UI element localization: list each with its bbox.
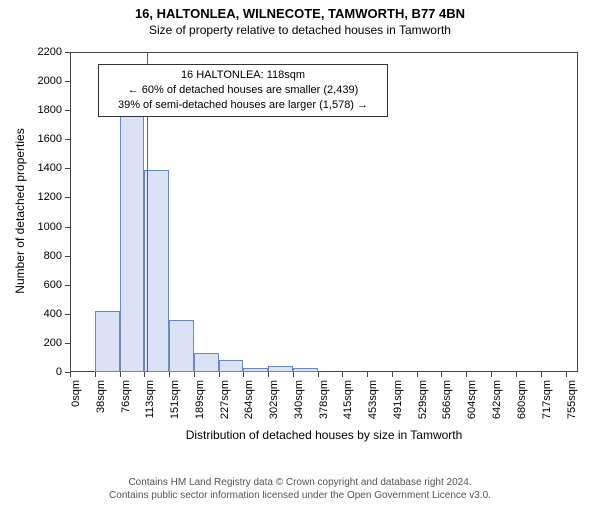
ytick-mark — [65, 81, 70, 82]
xtick-label: 755sqm — [566, 380, 578, 430]
histogram-bar — [268, 366, 293, 372]
xtick-label: 604sqm — [466, 380, 478, 430]
xtick-mark — [516, 372, 517, 377]
ytick-label: 600 — [0, 279, 62, 291]
xtick-label: 415sqm — [342, 380, 354, 430]
xtick-mark — [219, 372, 220, 377]
annotation-line: 39% of semi-detached houses are larger (… — [105, 98, 381, 113]
xtick-mark — [441, 372, 442, 377]
xtick-mark — [566, 372, 567, 377]
xtick-mark — [268, 372, 269, 377]
xtick-label: 189sqm — [194, 380, 206, 430]
xtick-mark — [367, 372, 368, 377]
x-axis-label: Distribution of detached houses by size … — [70, 428, 578, 442]
xtick-label: 76sqm — [120, 380, 132, 430]
ytick-label: 1800 — [0, 104, 62, 116]
ytick-mark — [65, 285, 70, 286]
annotation-line: ← 60% of detached houses are smaller (2,… — [105, 83, 381, 98]
xtick-label: 378sqm — [318, 380, 330, 430]
xtick-mark — [194, 372, 195, 377]
histogram-bar — [169, 320, 194, 372]
xtick-mark — [293, 372, 294, 377]
ytick-mark — [65, 256, 70, 257]
ytick-mark — [65, 52, 70, 53]
xtick-label: 340sqm — [293, 380, 305, 430]
footer-line2: Contains public sector information licen… — [8, 489, 592, 502]
histogram-bar — [293, 368, 318, 372]
xtick-label: 453sqm — [367, 380, 379, 430]
ytick-label: 200 — [0, 337, 62, 349]
ytick-mark — [65, 139, 70, 140]
xtick-mark — [541, 372, 542, 377]
ytick-mark — [65, 110, 70, 111]
xtick-label: 642sqm — [491, 380, 503, 430]
xtick-label: 227sqm — [219, 380, 231, 430]
xtick-mark — [417, 372, 418, 377]
xtick-label: 113sqm — [144, 380, 156, 430]
ytick-mark — [65, 168, 70, 169]
xtick-mark — [342, 372, 343, 377]
histogram-bar — [95, 311, 120, 372]
xtick-label: 491sqm — [392, 380, 404, 430]
xtick-mark — [243, 372, 244, 377]
chart-title-sub: Size of property relative to detached ho… — [0, 23, 600, 37]
xtick-label: 151sqm — [169, 380, 181, 430]
xtick-mark — [95, 372, 96, 377]
xtick-mark — [392, 372, 393, 377]
xtick-mark — [120, 372, 121, 377]
annotation-box: 16 HALTONLEA: 118sqm← 60% of detached ho… — [98, 64, 388, 117]
ytick-mark — [65, 314, 70, 315]
ytick-label: 1000 — [0, 221, 62, 233]
histogram-bar — [219, 360, 243, 372]
xtick-mark — [70, 372, 71, 377]
chart-title-main: 16, HALTONLEA, WILNECOTE, TAMWORTH, B77 … — [0, 6, 600, 21]
xtick-label: 302sqm — [268, 380, 280, 430]
ytick-label: 2000 — [0, 75, 62, 87]
xtick-mark — [169, 372, 170, 377]
annotation-line: 16 HALTONLEA: 118sqm — [105, 68, 381, 83]
footer-line1: Contains HM Land Registry data © Crown c… — [8, 476, 592, 489]
ytick-label: 400 — [0, 308, 62, 320]
xtick-mark — [144, 372, 145, 377]
ytick-mark — [65, 343, 70, 344]
xtick-mark — [491, 372, 492, 377]
xtick-label: 717sqm — [541, 380, 553, 430]
ytick-label: 2200 — [0, 46, 62, 58]
xtick-label: 680sqm — [516, 380, 528, 430]
xtick-mark — [318, 372, 319, 377]
histogram-bar — [120, 75, 144, 372]
ytick-label: 800 — [0, 250, 62, 262]
chart-container: Number of detached properties Distributi… — [0, 44, 600, 454]
xtick-label: 529sqm — [417, 380, 429, 430]
histogram-bar — [243, 368, 268, 372]
histogram-bar — [194, 353, 219, 372]
ytick-label: 1200 — [0, 191, 62, 203]
xtick-label: 264sqm — [243, 380, 255, 430]
xtick-label: 0sqm — [70, 380, 82, 430]
xtick-mark — [466, 372, 467, 377]
xtick-label: 38sqm — [95, 380, 107, 430]
ytick-label: 1400 — [0, 162, 62, 174]
ytick-mark — [65, 197, 70, 198]
footer-attribution: Contains HM Land Registry data © Crown c… — [8, 476, 592, 502]
ytick-label: 0 — [0, 366, 62, 378]
ytick-label: 1600 — [0, 133, 62, 145]
xtick-label: 566sqm — [441, 380, 453, 430]
ytick-mark — [65, 227, 70, 228]
